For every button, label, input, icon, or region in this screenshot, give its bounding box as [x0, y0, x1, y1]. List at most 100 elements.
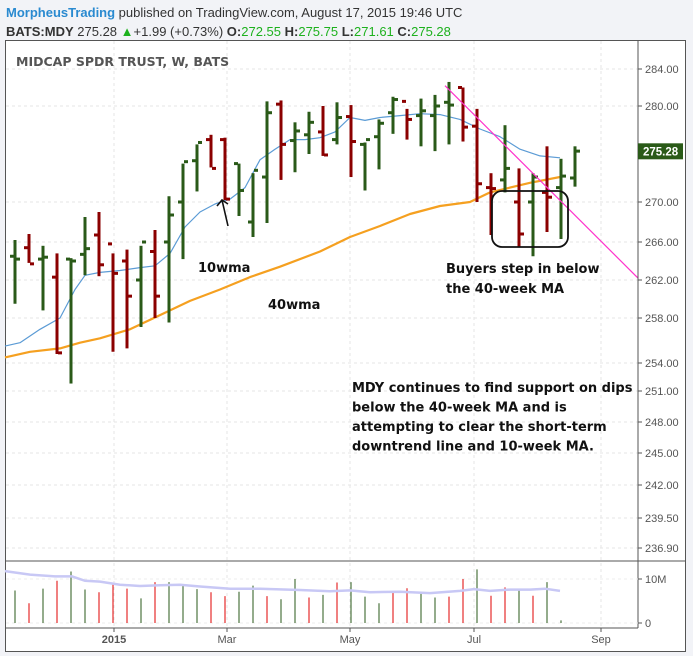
- bar-range: [321, 106, 325, 156]
- publish-info: published on TradingView.com, August 17,…: [115, 5, 463, 20]
- bar-range: [377, 119, 381, 170]
- high-value: 275.75: [298, 24, 339, 39]
- bar-close-tick: [520, 232, 524, 236]
- annotation-40wma: 40wma: [268, 298, 320, 313]
- bar-close-tick: [254, 168, 258, 172]
- bar-range: [279, 100, 283, 180]
- bar-open-tick: [122, 259, 126, 263]
- bar-close-tick: [16, 257, 20, 261]
- bar-open-tick: [402, 99, 406, 103]
- bar-open-tick: [458, 86, 462, 89]
- bar-close-tick: [338, 116, 342, 120]
- price-tick-label: 236.90: [645, 543, 679, 555]
- bar-open-tick: [248, 220, 252, 224]
- bar-open-tick: [164, 240, 168, 244]
- ohlc-bar: [108, 242, 118, 352]
- up-arrow-icon: ▲: [120, 24, 134, 39]
- ohlc-bar: [472, 108, 482, 202]
- bar-open-tick: [304, 133, 308, 137]
- bar-close-tick: [548, 195, 552, 199]
- ohlc-bar: [458, 86, 468, 142]
- ohlc-bar: [178, 160, 188, 260]
- volume-ma-line: [4, 569, 561, 595]
- bar-open-tick: [346, 115, 350, 119]
- close-value: 275.28: [411, 24, 451, 39]
- bar-close-tick: [184, 160, 188, 164]
- open-label: O:: [226, 24, 242, 39]
- bar-close-tick: [324, 153, 328, 157]
- volume-tick-label: 10M: [645, 574, 666, 586]
- bar-range: [573, 146, 577, 187]
- ohlc-bar: [444, 81, 454, 145]
- last-price-label: 275.28: [643, 146, 679, 158]
- bar-open-tick: [388, 111, 392, 115]
- bar-range: [97, 212, 101, 277]
- bar-range: [69, 258, 73, 384]
- bar-open-tick: [444, 100, 448, 104]
- bar-range: [251, 173, 255, 237]
- ohlc-bar: [192, 140, 202, 192]
- annotation-buyers: Buyers step in below: [446, 262, 600, 277]
- bar-open-tick: [430, 114, 434, 118]
- bar-open-tick: [52, 275, 56, 279]
- bar-range: [195, 144, 199, 192]
- ohlc-bar: [528, 173, 538, 257]
- ohlc-bar: [94, 212, 104, 277]
- bar-close-tick: [44, 255, 48, 259]
- highlight-box: [491, 190, 569, 248]
- price-change: +1.99 (+0.73%): [133, 24, 224, 39]
- bar-close-tick: [212, 166, 216, 170]
- annotations: 10wma 40wma Buyers step in below the 40-wee…: [198, 190, 633, 455]
- volume-tick-label: 0: [645, 618, 651, 630]
- bar-close-tick: [380, 121, 384, 125]
- bar-open-tick: [332, 138, 336, 142]
- bar-range: [475, 108, 479, 202]
- bar-close-tick: [366, 138, 370, 142]
- bar-close-tick: [576, 149, 580, 153]
- price-tick-label: 242.00: [645, 480, 679, 492]
- bar-range: [111, 253, 115, 352]
- bar-range: [307, 111, 311, 154]
- ohlc-bar: [164, 196, 174, 323]
- time-tick-label: Sep: [591, 634, 611, 646]
- bar-open-tick: [318, 130, 322, 134]
- bar-close-tick: [450, 103, 454, 107]
- price-tick-label: 270.00: [645, 197, 679, 209]
- bar-range: [405, 108, 409, 140]
- bar-open-tick: [262, 175, 266, 179]
- bar-open-tick: [374, 135, 378, 139]
- price-axis[interactable]: 284.00 280.00 270.00 266.00 262.00 258.00 254.…: [637, 41, 683, 628]
- bar-open-tick: [486, 186, 490, 190]
- annotation-commentary: attempting to clear the short-term: [352, 420, 607, 435]
- bar-open-tick: [178, 200, 182, 204]
- bar-close-tick: [562, 174, 566, 178]
- ohlc-bar: [500, 125, 510, 193]
- bar-close-tick: [422, 109, 426, 113]
- chart-header: MorpheusTrading published on TradingView…: [6, 3, 462, 41]
- bar-open-tick: [220, 138, 224, 142]
- open-value: 272.55: [241, 24, 281, 39]
- ohlc-bar: [276, 100, 286, 180]
- time-axis[interactable]: 2015 Mar May Jul Sep: [6, 627, 638, 646]
- bar-range: [531, 173, 535, 257]
- bar-close-tick: [478, 182, 482, 186]
- price-tick-label: 258.00: [645, 313, 679, 325]
- price-tick-label: 262.00: [645, 275, 679, 287]
- bar-range: [503, 125, 507, 193]
- bar-close-tick: [436, 104, 440, 108]
- bar-range: [167, 196, 171, 323]
- bar-range: [13, 240, 17, 304]
- bar-close-tick: [408, 117, 412, 121]
- bar-range: [335, 102, 339, 145]
- ohlc-bar: [38, 245, 48, 311]
- downtrend-line: [444, 85, 639, 279]
- bar-close-tick: [240, 188, 244, 192]
- author-link[interactable]: MorpheusTrading: [6, 5, 116, 20]
- bar-range: [391, 96, 395, 134]
- ohlc-bar: [346, 105, 356, 178]
- bar-range: [363, 142, 367, 191]
- ohlc-bar: [332, 102, 342, 145]
- ohlc-bar: [360, 138, 370, 191]
- ohlc-bar: [262, 101, 272, 223]
